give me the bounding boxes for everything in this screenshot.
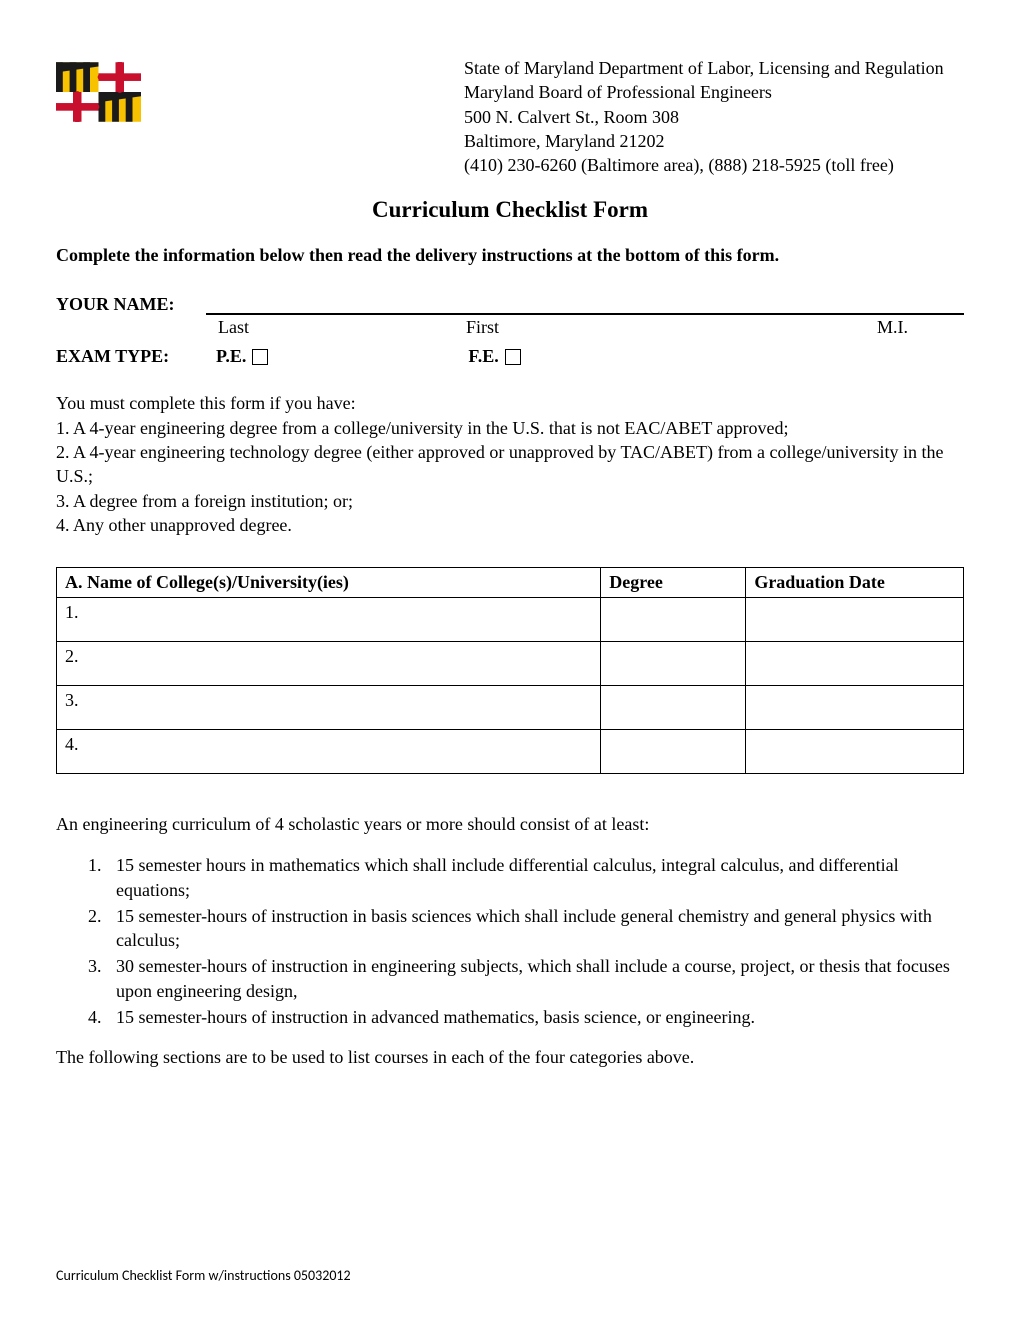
req-text: 15 semester hours in mathematics which s… [116, 855, 899, 899]
cell-degree[interactable] [601, 730, 746, 774]
th-college: A. Name of College(s)/University(ies) [57, 568, 601, 598]
criteria-item: 4. Any other unapproved degree. [56, 513, 964, 537]
cell-degree[interactable] [601, 642, 746, 686]
curriculum-intro: An engineering curriculum of 4 scholasti… [56, 814, 964, 835]
maryland-flag-icon [56, 62, 141, 122]
org-line: State of Maryland Department of Labor, L… [464, 56, 964, 80]
instruction-line: Complete the information below then read… [56, 245, 964, 266]
form-title: Curriculum Checklist Form [56, 197, 964, 223]
table-row: 2. [57, 642, 964, 686]
criteria-item: 3. A degree from a foreign institution; … [56, 489, 964, 513]
name-input-line[interactable] [206, 295, 964, 315]
exam-type-row: EXAM TYPE: P.E. F.E. [56, 346, 964, 367]
org-address: State of Maryland Department of Labor, L… [464, 56, 964, 177]
req-text: 15 semester-hours of instruction in adva… [116, 1007, 755, 1027]
cell-grad[interactable] [746, 598, 964, 642]
req-num: 1. [88, 853, 116, 877]
req-text: 15 semester-hours of instruction in basi… [116, 906, 932, 950]
criteria-item: 1. A 4-year engineering degree from a co… [56, 416, 964, 440]
exam-fe-option: F.E. [468, 346, 520, 367]
colleges-table: A. Name of College(s)/University(ies) De… [56, 567, 964, 774]
footer-text: Curriculum Checklist Form w/instructions… [56, 1267, 351, 1284]
cell-grad[interactable] [746, 730, 964, 774]
req-num: 3. [88, 954, 116, 978]
name-sub-first: First [466, 317, 766, 338]
req-item: 2.15 semester-hours of instruction in ba… [56, 904, 964, 953]
th-grad: Graduation Date [746, 568, 964, 598]
exam-fe-label: F.E. [468, 346, 498, 367]
cell-degree[interactable] [601, 598, 746, 642]
org-line: (410) 230-6260 (Baltimore area), (888) 2… [464, 153, 964, 177]
name-label: YOUR NAME: [56, 294, 206, 315]
name-row: YOUR NAME: [56, 294, 964, 315]
exam-type-label: EXAM TYPE: [56, 346, 206, 367]
cell-college[interactable]: 3. [57, 686, 601, 730]
org-line: Maryland Board of Professional Engineers [464, 80, 964, 104]
req-num: 4. [88, 1005, 116, 1029]
req-item: 4.15 semester-hours of instruction in ad… [56, 1005, 964, 1029]
req-item: 1.15 semester hours in mathematics which… [56, 853, 964, 902]
criteria-intro: You must complete this form if you have: [56, 391, 964, 415]
name-sub-labels: Last First M.I. [206, 317, 964, 338]
table-row: 3. [57, 686, 964, 730]
exam-fe-checkbox[interactable] [505, 349, 521, 365]
exam-pe-label: P.E. [216, 346, 246, 367]
cell-grad[interactable] [746, 642, 964, 686]
cell-grad[interactable] [746, 686, 964, 730]
th-degree: Degree [601, 568, 746, 598]
org-line: Baltimore, Maryland 21202 [464, 129, 964, 153]
req-text: 30 semester-hours of instruction in engi… [116, 956, 950, 1000]
name-sub-last: Last [206, 317, 466, 338]
requirements-list: 1.15 semester hours in mathematics which… [56, 853, 964, 1029]
exam-pe-checkbox[interactable] [252, 349, 268, 365]
header: State of Maryland Department of Labor, L… [56, 56, 964, 177]
criteria-block: You must complete this form if you have:… [56, 391, 964, 537]
req-num: 2. [88, 904, 116, 928]
closing-line: The following sections are to be used to… [56, 1047, 964, 1068]
cell-college[interactable]: 1. [57, 598, 601, 642]
table-row: 1. [57, 598, 964, 642]
exam-pe-option: P.E. [216, 346, 268, 367]
cell-degree[interactable] [601, 686, 746, 730]
table-row: 4. [57, 730, 964, 774]
cell-college[interactable]: 4. [57, 730, 601, 774]
name-sub-mi: M.I. [766, 317, 964, 338]
criteria-item: 2. A 4-year engineering technology degre… [56, 440, 964, 489]
cell-college[interactable]: 2. [57, 642, 601, 686]
org-line: 500 N. Calvert St., Room 308 [464, 105, 964, 129]
req-item: 3.30 semester-hours of instruction in en… [56, 954, 964, 1003]
